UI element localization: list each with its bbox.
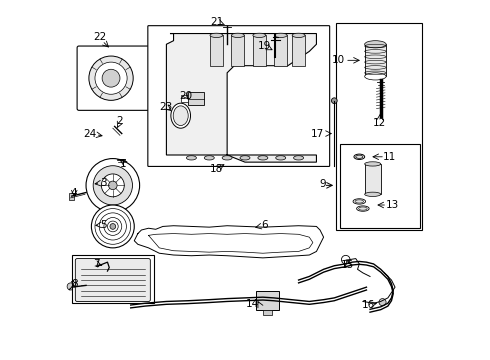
Circle shape: [101, 174, 124, 197]
Ellipse shape: [365, 73, 386, 80]
Ellipse shape: [253, 33, 266, 37]
Bar: [340, 144, 420, 228]
Bar: [181, 95, 188, 102]
Text: 17: 17: [311, 129, 324, 139]
Text: 19: 19: [258, 41, 271, 51]
Ellipse shape: [274, 33, 287, 37]
Text: 18: 18: [210, 164, 223, 174]
Ellipse shape: [292, 33, 305, 37]
Ellipse shape: [186, 156, 196, 160]
Text: 1: 1: [120, 159, 127, 169]
Text: 14: 14: [246, 299, 259, 309]
Text: 5: 5: [100, 220, 107, 230]
Text: 12: 12: [372, 118, 386, 128]
Ellipse shape: [354, 154, 365, 159]
Text: 6: 6: [261, 220, 268, 230]
FancyBboxPatch shape: [75, 258, 150, 301]
Bar: [292, 35, 305, 66]
Ellipse shape: [173, 106, 188, 126]
Ellipse shape: [356, 155, 363, 158]
Text: 24: 24: [83, 129, 96, 139]
Circle shape: [331, 98, 337, 104]
Circle shape: [379, 298, 386, 306]
Text: 2: 2: [117, 116, 123, 126]
Ellipse shape: [210, 33, 223, 37]
Ellipse shape: [365, 162, 381, 166]
Circle shape: [86, 158, 140, 212]
Ellipse shape: [357, 206, 369, 211]
Text: 13: 13: [386, 200, 399, 210]
Bar: [365, 44, 386, 76]
Text: 21: 21: [211, 17, 224, 27]
Text: 16: 16: [362, 300, 375, 310]
Circle shape: [95, 62, 127, 94]
Ellipse shape: [359, 207, 367, 210]
FancyBboxPatch shape: [148, 26, 330, 166]
Bar: [256, 291, 279, 310]
Text: 20: 20: [179, 91, 193, 101]
Ellipse shape: [204, 156, 214, 160]
Ellipse shape: [276, 156, 286, 160]
Circle shape: [102, 69, 120, 87]
Polygon shape: [167, 33, 317, 162]
Bar: [231, 35, 245, 66]
Circle shape: [89, 56, 133, 100]
Text: 15: 15: [341, 260, 354, 270]
Bar: [72, 255, 154, 303]
Ellipse shape: [231, 33, 245, 37]
Circle shape: [93, 166, 132, 205]
Circle shape: [342, 255, 350, 264]
Bar: [365, 164, 381, 194]
Text: 8: 8: [71, 279, 77, 289]
Ellipse shape: [365, 41, 386, 48]
Ellipse shape: [258, 156, 268, 160]
Bar: [188, 93, 204, 105]
Circle shape: [110, 224, 116, 229]
Text: 7: 7: [94, 259, 100, 269]
Text: 11: 11: [383, 152, 396, 162]
Circle shape: [67, 283, 74, 290]
Bar: [274, 35, 287, 66]
Bar: [336, 23, 422, 230]
Bar: [263, 310, 272, 315]
Ellipse shape: [355, 200, 364, 203]
Bar: [210, 35, 223, 66]
Circle shape: [109, 181, 117, 190]
Circle shape: [92, 205, 134, 248]
Ellipse shape: [222, 156, 232, 160]
Ellipse shape: [240, 156, 250, 160]
Text: 23: 23: [159, 102, 172, 112]
Text: 10: 10: [331, 55, 344, 65]
Text: 9: 9: [320, 179, 326, 189]
Ellipse shape: [171, 103, 191, 128]
Ellipse shape: [294, 156, 304, 160]
Text: 22: 22: [94, 32, 107, 42]
Text: 3: 3: [100, 178, 107, 188]
Text: 4: 4: [71, 188, 77, 198]
Bar: [69, 193, 74, 200]
Ellipse shape: [353, 199, 366, 204]
Ellipse shape: [365, 192, 381, 197]
FancyBboxPatch shape: [77, 46, 150, 111]
Bar: [253, 35, 266, 66]
